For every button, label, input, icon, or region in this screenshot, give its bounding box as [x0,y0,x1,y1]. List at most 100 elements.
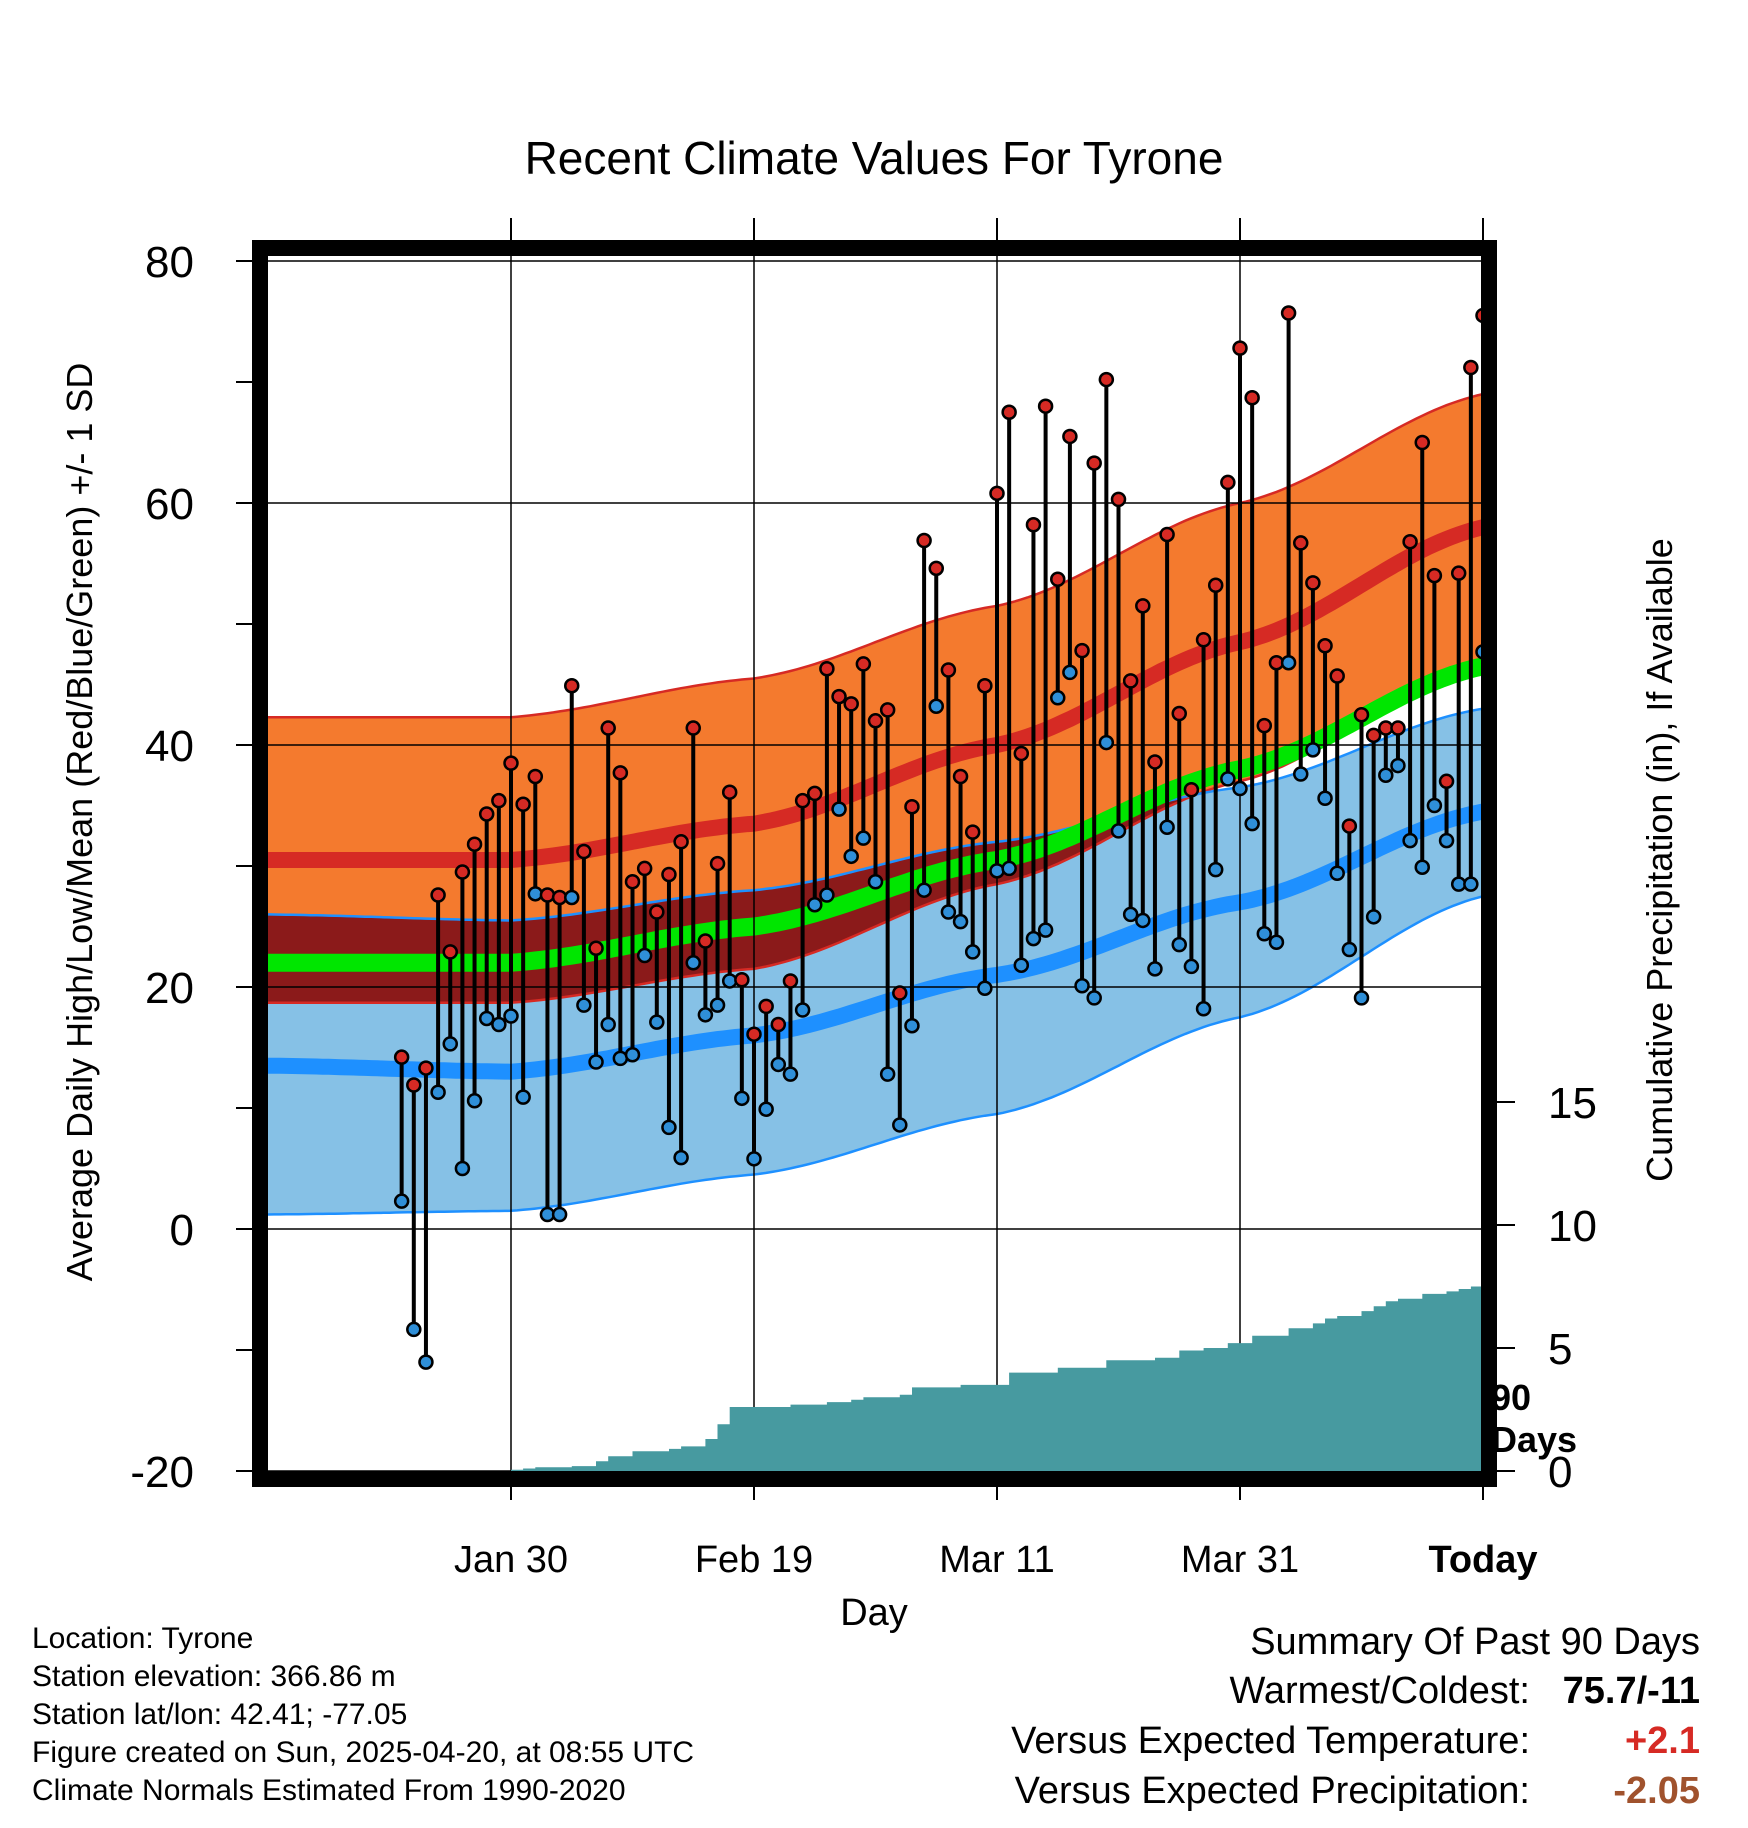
normal-high-line [268,519,1481,868]
days-marker-label: Days [1491,1419,1577,1460]
obs-high-point [1086,455,1102,471]
y-axis-label: Average Daily High/Low/Mean (Red/Blue/Gr… [59,363,100,1282]
obs-low-point [843,848,859,865]
obs-high-point [600,720,616,736]
obs-high-point [612,765,629,781]
obs-low-point [892,1117,908,1133]
obs-high-point [1171,705,1187,722]
precip-area [268,1284,1481,1471]
obs-low-point [661,1119,677,1136]
obs-high-point [1293,535,1309,551]
obs-high-point [819,661,835,677]
obs-high-point [782,973,799,989]
obs-low-point [1365,909,1382,925]
obs-low-point [977,980,993,996]
x-tick-label: Jan 30 [454,1539,568,1581]
obs-low-point [1475,644,1481,660]
obs-high-point [1463,359,1479,376]
obs-high-point [454,864,471,880]
obs-low-point [928,698,944,715]
obs-high-point [770,1016,787,1033]
obs-low-point [466,1092,483,1109]
obs-high-point [1329,668,1345,684]
summary-title: Summary Of Past 90 Days [1250,1621,1700,1663]
obs-low-point [758,1101,774,1117]
obs-high-point [1244,389,1260,406]
obs-high-point [843,696,859,712]
x-tick-label: Today [1428,1539,1537,1581]
obs-low-point [503,1008,519,1024]
obs-high-point [746,1026,762,1042]
obs-low-point [1147,961,1163,977]
obs-high-point [1390,720,1406,736]
obs-high-point [1037,398,1054,414]
obs-low-point [794,1002,811,1018]
obs-high-point [539,887,556,903]
obs-low-point [564,889,580,906]
obs-low-point [1305,742,1321,758]
obs-low-point [588,1054,604,1070]
obs-high-point [1305,575,1321,591]
temp-label: Versus Expected Temperature: [1011,1720,1530,1762]
normal-mean-line [268,657,1481,972]
obs-low-point [1293,766,1309,782]
obs-high-point [1135,598,1151,614]
station-info: Location: Tyrone Station elevation: 366.… [32,1620,694,1810]
obs-low-point [1025,930,1042,947]
obs-high-point [466,836,483,852]
obs-high-point [588,940,604,957]
y2-axis-label: Cumulative Precipitation (in), If Availa… [1639,538,1680,1182]
temp-value: +2.1 [1624,1720,1700,1762]
obs-high-point [807,785,823,802]
obs-low-point [551,1206,568,1223]
obs-low-point [1050,690,1066,706]
obs-low-point [600,1016,616,1033]
obs-low-point [1280,654,1297,671]
obs-high-point [709,855,726,872]
obs-low-point [1037,922,1054,938]
obs-low-point [1341,941,1358,958]
obs-low-point [904,1017,920,1034]
y-tick-label: 40 [145,722,194,771]
obs-high-point [685,720,701,736]
obs-low-point [1086,990,1102,1006]
obs-high-point [649,904,665,920]
plot-frame [252,240,1497,1487]
obs-low-point [734,1090,750,1107]
obs-low-point [1220,771,1236,787]
obs-low-point [1438,832,1455,849]
obs-high-point [977,677,993,694]
obs-low-point [1426,797,1443,814]
obs-low-point [1062,664,1078,681]
low-upper-edge [268,707,1481,922]
y-axis: -20 0 20 40 60 80 [130,238,252,1497]
obs-high-point [964,824,981,840]
obs-high-point [1353,707,1370,723]
obs-high-point [1013,745,1030,762]
obs-low-point [1390,757,1406,774]
obs-high-point [1159,526,1175,543]
obs-high-point [1256,717,1273,734]
y2-tick-label: 5 [1548,1325,1572,1374]
obs-low-point [879,1066,896,1082]
x-tick-label: Mar 11 [939,1539,1054,1581]
obs-high-point [892,985,908,1001]
y-tick-label: 0 [170,1206,194,1255]
obs-high-point [1438,773,1455,790]
y-tick-label: 80 [145,238,194,287]
obs-high-point [952,768,969,785]
obs-high-point [1183,782,1200,798]
obs-low-point [1232,780,1248,797]
overlap-band [268,660,1481,1003]
obs-low-point [989,863,1005,879]
obs-high-point [478,806,495,822]
obs-low-point [576,997,592,1013]
obs-low-point [636,947,653,964]
obs-high-point [1450,565,1467,581]
obs-high-point [1232,340,1248,356]
obs-low-point [1414,859,1430,875]
obs-high-point [867,713,884,729]
obs-high-point [1207,577,1224,594]
obs-low-point [1402,832,1418,849]
